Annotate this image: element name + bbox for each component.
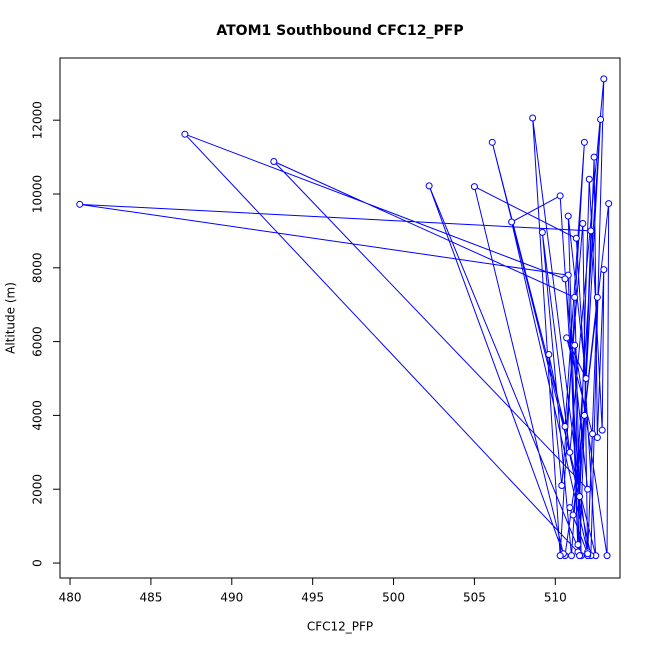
data-point — [600, 266, 608, 274]
x-axis-label: CFC12_PFP — [307, 620, 373, 634]
y-tick-label: 0 — [31, 559, 45, 567]
data-point — [589, 430, 597, 438]
data-point — [566, 448, 574, 456]
y-tick-label: 4000 — [31, 400, 45, 431]
y-tick-label: 2000 — [31, 474, 45, 505]
data-point — [598, 426, 606, 434]
data-point — [556, 192, 564, 200]
data-point — [579, 220, 587, 228]
x-tick-label: 500 — [382, 591, 405, 605]
data-point — [593, 434, 601, 442]
data-point — [545, 351, 553, 359]
data-point — [576, 493, 584, 501]
data-point — [567, 552, 575, 560]
y-tick-label: 8000 — [31, 253, 45, 284]
x-tick-label: 480 — [59, 591, 82, 605]
y-tick-label: 12000 — [31, 101, 45, 139]
data-point — [561, 422, 569, 430]
data-point — [571, 293, 579, 301]
plot-frame — [59, 57, 621, 579]
data-point — [600, 75, 608, 83]
data-point — [584, 485, 592, 493]
data-point — [470, 183, 478, 191]
data-point — [538, 228, 546, 236]
data-point — [561, 275, 569, 283]
x-tick-label: 510 — [544, 591, 567, 605]
y-tick-label: 6000 — [31, 326, 45, 357]
data-point — [597, 115, 605, 123]
x-tick-label: 485 — [139, 591, 162, 605]
data-point — [569, 511, 577, 519]
data-point — [574, 541, 582, 549]
data-point — [572, 234, 580, 242]
data-point — [529, 114, 537, 122]
data-point — [563, 334, 571, 342]
data-point — [270, 158, 278, 166]
data-point — [566, 504, 574, 512]
data-point — [605, 200, 613, 208]
data-point — [558, 482, 566, 490]
x-tick-label: 490 — [220, 591, 243, 605]
data-point — [508, 218, 516, 226]
data-point — [425, 182, 433, 190]
data-point — [571, 341, 579, 349]
data-line — [79, 78, 610, 556]
data-point — [585, 175, 593, 183]
data-point — [76, 200, 84, 208]
chart-title: ATOM1 Southbound CFC12_PFP — [216, 23, 463, 39]
data-point — [576, 552, 584, 560]
data-point — [603, 552, 611, 560]
data-point — [582, 375, 590, 383]
data-point — [580, 138, 588, 146]
y-axis-label: Altitude (m) — [4, 282, 18, 354]
x-tick-label: 495 — [301, 591, 324, 605]
data-point — [556, 552, 564, 560]
data-point — [593, 293, 601, 301]
data-point — [587, 227, 595, 235]
x-tick-label: 505 — [463, 591, 486, 605]
data-point — [584, 550, 592, 558]
data-point — [488, 138, 496, 146]
y-tick-label: 10000 — [31, 175, 45, 213]
data-point — [564, 212, 572, 220]
data-point — [580, 411, 588, 419]
data-point — [590, 153, 598, 161]
data-point — [181, 130, 189, 138]
